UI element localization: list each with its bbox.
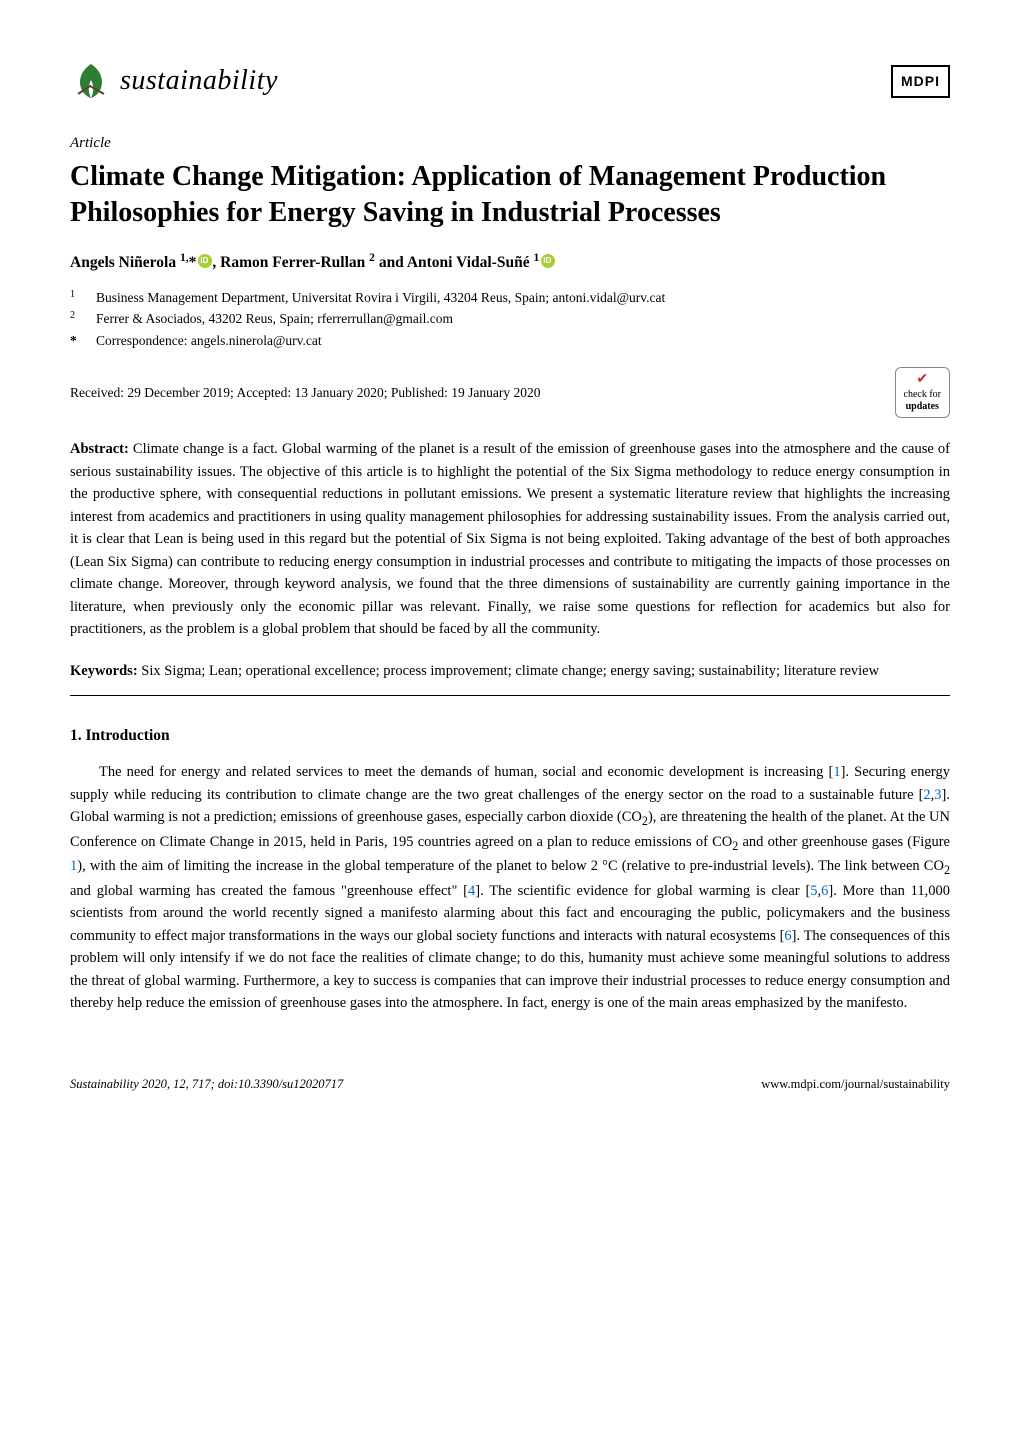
- affiliations-block: 1 Business Management Department, Univer…: [70, 287, 950, 352]
- author-sep-1: , Ramon Ferrer-Rullan: [212, 254, 369, 271]
- body-text: and other greenhouse gases (Figure: [738, 834, 950, 850]
- footer-citation: Sustainability 2020, 12, 717; doi:10.339…: [70, 1075, 343, 1094]
- body-text: ]. The scientific evidence for global wa…: [475, 883, 810, 899]
- citation-link[interactable]: 2: [923, 787, 930, 803]
- intro-paragraph: The need for energy and related services…: [70, 761, 950, 1015]
- author-1-name: Angels Niñerola: [70, 254, 180, 271]
- author-3-affil-sup: 1: [533, 251, 539, 264]
- body-text: and global warming has created the famou…: [70, 883, 468, 899]
- affil-num: 1: [70, 287, 84, 309]
- footer-url[interactable]: www.mdpi.com/journal/sustainability: [761, 1075, 950, 1094]
- affil-text: Business Management Department, Universi…: [96, 287, 665, 309]
- body-text: The need for energy and related services…: [99, 764, 833, 780]
- section-heading-intro: 1. Introduction: [70, 724, 950, 747]
- body-text: ), with the aim of limiting the increase…: [77, 858, 944, 874]
- updates-line1: check for: [904, 389, 941, 401]
- keywords-text: Six Sigma; Lean; operational excellence;…: [138, 663, 879, 679]
- updates-line2: updates: [906, 401, 939, 413]
- article-type: Article: [70, 132, 950, 155]
- affil-num: 2: [70, 308, 84, 330]
- journal-brand: sustainability: [70, 60, 278, 102]
- citation-link[interactable]: 3: [934, 787, 941, 803]
- abstract-text: Climate change is a fact. Global warming…: [70, 441, 950, 637]
- subscript-2: 2: [944, 863, 950, 877]
- abstract-label: Abstract:: [70, 441, 129, 457]
- author-sep-2: and Antoni Vidal-Suñé: [375, 254, 534, 271]
- citation-link[interactable]: 5: [810, 883, 817, 899]
- article-dates: Received: 29 December 2019; Accepted: 13…: [70, 383, 541, 403]
- affil-text: Ferrer & Asociados, 43202 Reus, Spain; r…: [96, 308, 453, 330]
- abstract-block: Abstract: Climate change is a fact. Glob…: [70, 438, 950, 640]
- journal-name: sustainability: [120, 60, 278, 102]
- check-updates-badge[interactable]: ✔ check for updates: [895, 367, 950, 418]
- affiliation-row: 1 Business Management Department, Univer…: [70, 287, 950, 309]
- citation-link[interactable]: 1: [833, 764, 840, 780]
- keywords-block: Keywords: Six Sigma; Lean; operational e…: [70, 660, 950, 682]
- author-1-affil-sup: 1,: [180, 251, 189, 264]
- authors-line: Angels Niñerola 1,* , Ramon Ferrer-Rullan…: [70, 249, 950, 274]
- corresp-text: Correspondence: angels.ninerola@urv.cat: [96, 330, 322, 352]
- orcid-icon[interactable]: [541, 254, 555, 268]
- header-row: sustainability MDPI: [70, 60, 950, 102]
- author-1-corresp-star: *: [189, 254, 197, 271]
- publisher-logo: MDPI: [891, 65, 950, 98]
- keywords-label: Keywords:: [70, 663, 138, 679]
- citation-link[interactable]: 6: [784, 928, 791, 944]
- section-rule: [70, 695, 950, 696]
- check-icon: ✔: [916, 372, 928, 389]
- dates-row: Received: 29 December 2019; Accepted: 13…: [70, 367, 950, 418]
- footer-row: Sustainability 2020, 12, 717; doi:10.339…: [70, 1075, 950, 1094]
- affiliation-row: * Correspondence: angels.ninerola@urv.ca…: [70, 330, 950, 352]
- leaf-logo-icon: [70, 60, 112, 102]
- affiliation-row: 2 Ferrer & Asociados, 43202 Reus, Spain;…: [70, 308, 950, 330]
- article-title: Climate Change Mitigation: Application o…: [70, 159, 950, 232]
- orcid-icon[interactable]: [198, 254, 212, 268]
- corresp-star: *: [70, 330, 84, 352]
